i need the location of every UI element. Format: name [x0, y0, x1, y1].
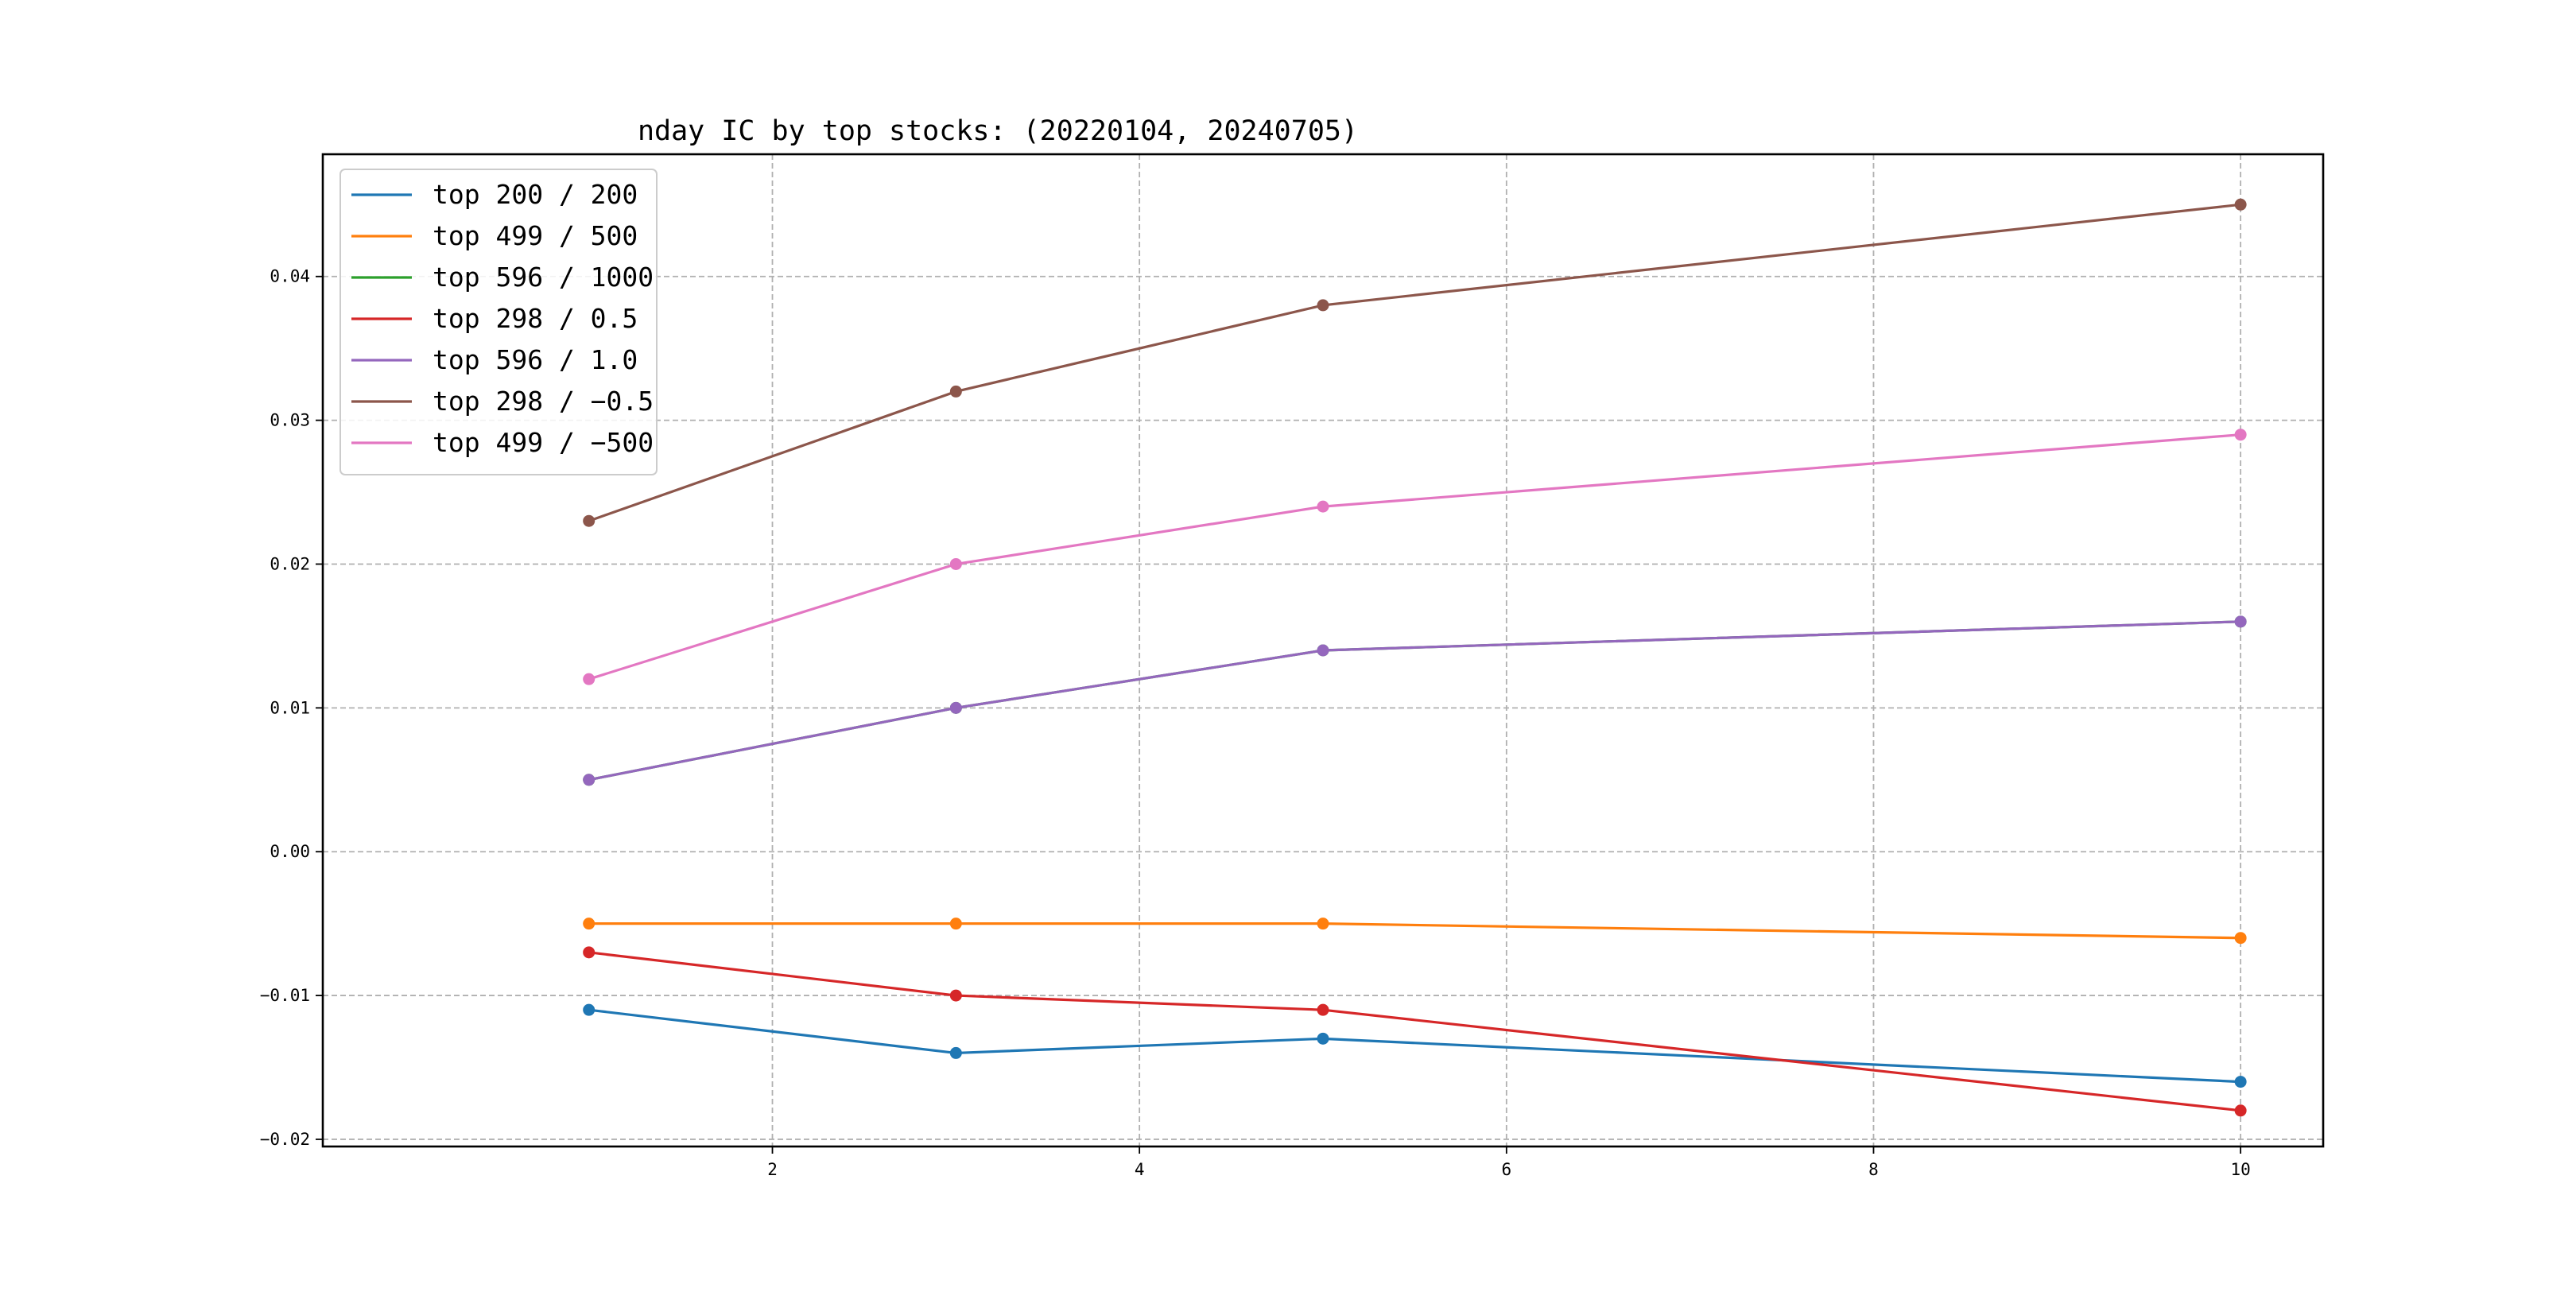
series-6	[583, 198, 2247, 527]
data-point	[1317, 299, 1329, 312]
legend-item: top 596 / 1.0	[351, 344, 638, 375]
data-point	[2234, 1076, 2247, 1088]
y-tick-label: 0.02	[270, 554, 310, 573]
legend-item: top 499 / 500	[351, 220, 638, 251]
data-point	[583, 774, 596, 786]
legend-item: top 298 / 0.5	[351, 303, 638, 334]
x-tick-label: 6	[1501, 1160, 1511, 1179]
data-point	[949, 918, 962, 930]
data-point	[583, 1003, 596, 1016]
legend-item: top 596 / 1000	[351, 262, 654, 293]
series-7	[583, 429, 2247, 685]
series-group	[583, 198, 2247, 1117]
data-point	[1317, 918, 1329, 930]
series-5	[583, 615, 2247, 786]
data-point	[1317, 1003, 1329, 1016]
y-tick-label: 0.03	[270, 411, 310, 430]
data-point	[583, 673, 596, 685]
data-point	[583, 918, 596, 930]
x-tick-label: 2	[767, 1160, 778, 1179]
data-point	[949, 1046, 962, 1059]
data-point	[2234, 198, 2247, 211]
y-tick-label: −0.02	[260, 1130, 310, 1149]
chart-title: nday IC by top stocks: (20220104, 202407…	[638, 115, 1358, 147]
data-point	[2234, 1104, 2247, 1117]
data-point	[583, 946, 596, 959]
data-point	[2234, 615, 2247, 628]
data-point	[949, 385, 962, 398]
plot-frame	[321, 153, 2325, 1148]
series-line	[588, 922, 2241, 940]
y-tick-label: 0.04	[270, 267, 310, 286]
legend: top 200 / 200 top 499 / 500 top 596 / 1000…	[339, 169, 658, 475]
y-tick-label: 0.01	[270, 698, 310, 717]
legend-label: top 298 / −0.5	[433, 386, 654, 417]
series-line	[588, 620, 2241, 782]
y-tick-label: −0.01	[260, 986, 310, 1005]
legend-label: top 499 / −500	[433, 427, 654, 458]
axis-ticks: 2 4 6 8 10 −0.02 −0.01 0.00 0.01 0.02 0.03 0.04	[260, 267, 2251, 1179]
x-tick-label: 8	[1868, 1160, 1879, 1179]
series-2	[583, 918, 2247, 945]
legend-label: top 200 / 200	[433, 179, 638, 210]
series-line	[588, 951, 2241, 1112]
legend-label: top 596 / 1.0	[433, 344, 638, 375]
legend-box	[339, 169, 658, 475]
legend-item: top 200 / 200	[351, 179, 638, 210]
legend-label: top 596 / 1000	[433, 262, 654, 293]
series-4	[583, 946, 2247, 1117]
y-tick-label: 0.00	[270, 842, 310, 861]
x-tick-label: 10	[2230, 1160, 2250, 1179]
data-point	[583, 514, 596, 527]
legend-item: top 499 / −500	[351, 427, 654, 458]
legend-label: top 499 / 500	[433, 220, 638, 251]
data-point	[2234, 932, 2247, 945]
series-line	[588, 203, 2241, 522]
data-point	[949, 989, 962, 1002]
data-point	[1317, 500, 1329, 513]
series-line	[588, 433, 2241, 681]
legend-item: top 298 / −0.5	[351, 386, 654, 417]
data-point	[1317, 644, 1329, 657]
x-tick-label: 4	[1135, 1160, 1145, 1179]
legend-label: top 298 / 0.5	[433, 303, 638, 334]
data-point	[1317, 1032, 1329, 1045]
data-point	[2234, 429, 2247, 441]
data-point	[949, 557, 962, 570]
data-point	[949, 701, 962, 714]
